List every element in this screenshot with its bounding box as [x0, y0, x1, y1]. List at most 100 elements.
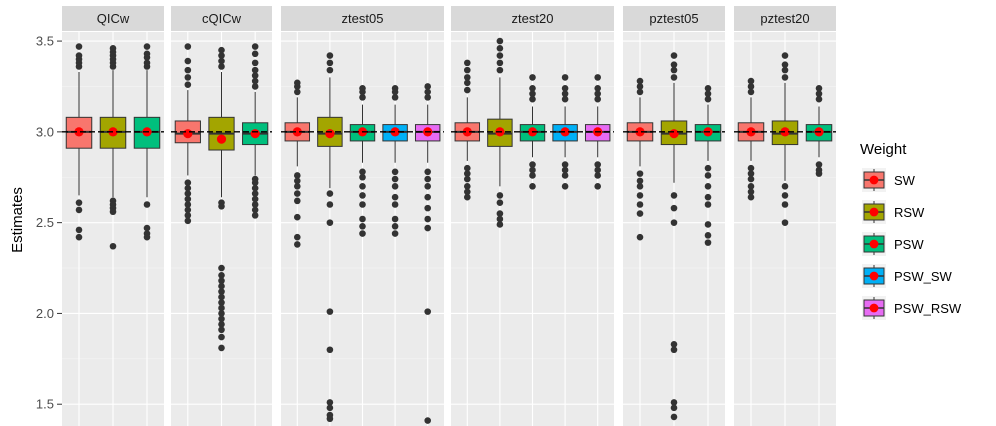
outlier-point	[359, 192, 366, 199]
outlier-point	[218, 315, 225, 323]
outlier-point	[251, 50, 259, 58]
outlier-point	[359, 94, 366, 101]
outlier-point	[75, 226, 83, 234]
outlier-point	[391, 193, 399, 201]
facet-strip-label: cQICw	[202, 11, 242, 26]
outlier-point	[781, 192, 789, 199]
outlier-point	[704, 84, 712, 92]
outlier-point	[143, 201, 151, 208]
outlier-point	[636, 183, 644, 190]
outlier-point	[359, 201, 366, 208]
outlier-point	[75, 233, 83, 241]
outlier-point	[529, 74, 536, 81]
outlier-point	[184, 81, 192, 88]
outlier-point	[464, 193, 471, 201]
outlier-point	[109, 242, 117, 250]
outlier-point	[251, 184, 259, 192]
legend-label: PSW_RSW	[894, 301, 962, 316]
outlier-point	[184, 206, 192, 214]
outlier-point	[184, 184, 192, 192]
legend: Weight SW RSW PSW PSW_SW PSW_RSW	[860, 141, 962, 320]
legend-item-PSW_RSW: PSW_RSW	[862, 296, 962, 320]
outlier-point	[636, 88, 644, 96]
legend-item-RSW: RSW	[862, 200, 925, 224]
outlier-point	[359, 84, 366, 92]
outlier-point	[218, 288, 225, 295]
outlier-point	[326, 346, 334, 354]
mean-point	[635, 127, 645, 137]
outlier-point	[594, 166, 601, 174]
outlier-point	[326, 404, 334, 412]
outlier-point	[815, 95, 823, 103]
outlier-point	[143, 59, 151, 67]
mean-point	[390, 127, 400, 137]
legend-label: PSW	[894, 237, 924, 252]
outlier-point	[143, 233, 151, 241]
outlier-point	[496, 192, 504, 199]
outlier-point	[670, 66, 678, 74]
outlier-point	[218, 46, 225, 54]
outlier-point	[464, 86, 471, 94]
outlier-point	[359, 222, 366, 230]
outlier-point	[670, 399, 678, 406]
legend-key-mean	[869, 175, 879, 185]
outlier-point	[464, 188, 471, 196]
outlier-point	[218, 326, 225, 334]
outlier-point	[75, 43, 83, 50]
outlier-point	[747, 170, 755, 177]
outlier-point	[529, 161, 536, 168]
outlier-point	[424, 88, 432, 96]
facet-strip	[62, 6, 164, 31]
panel-ztest05: ztest05	[281, 6, 444, 426]
outlier-point	[594, 161, 601, 168]
box-PSW	[694, 84, 722, 246]
outlier-point	[496, 45, 504, 52]
legend-item-PSW_SW: PSW_SW	[862, 264, 953, 288]
outlier-point	[294, 79, 301, 87]
outlier-point	[670, 340, 678, 348]
outlier-point	[218, 271, 225, 279]
outlier-point	[251, 83, 259, 90]
outlier-point	[496, 210, 504, 217]
outlier-point	[359, 183, 366, 190]
box-SW	[65, 43, 93, 241]
outlier-point	[218, 277, 225, 285]
box-SW	[284, 79, 311, 248]
outlier-point	[529, 95, 536, 103]
outlier-point	[636, 83, 644, 90]
outlier-point	[670, 346, 678, 354]
box-SW	[737, 77, 765, 201]
outlier-point	[704, 232, 712, 239]
outlier-point	[496, 215, 504, 223]
facet-strip-label: pztest20	[760, 11, 809, 26]
box-RSW	[660, 52, 688, 421]
legend-key-mean	[869, 303, 879, 313]
outlier-point	[561, 74, 569, 81]
outlier-point	[391, 175, 399, 183]
y-axis-title: Estimates	[9, 187, 26, 253]
outlier-point	[251, 212, 259, 219]
outlier-point	[184, 57, 192, 65]
outlier-point	[391, 201, 399, 208]
outlier-point	[391, 215, 399, 223]
box-PSW_SW	[382, 84, 408, 237]
outlier-point	[594, 183, 601, 190]
legend-title: Weight	[860, 141, 907, 158]
outlier-point	[184, 217, 192, 225]
outlier-point	[704, 90, 712, 98]
outlier-point	[781, 219, 789, 226]
facet-strip-label: QICw	[97, 11, 130, 26]
outlier-point	[704, 201, 712, 208]
mean-point	[183, 129, 193, 139]
box-RSW	[317, 52, 343, 423]
outlier-point	[218, 321, 225, 328]
outlier-point	[326, 59, 334, 67]
outlier-point	[184, 201, 192, 208]
facet-strip	[171, 6, 272, 31]
outlier-point	[561, 161, 569, 168]
panel-pztest05: pztest05	[623, 6, 725, 426]
mean-point	[462, 127, 472, 137]
outlier-point	[359, 230, 366, 237]
y-tick-label: 2.5	[36, 215, 54, 230]
y-tick-label: 3.0	[36, 124, 54, 139]
